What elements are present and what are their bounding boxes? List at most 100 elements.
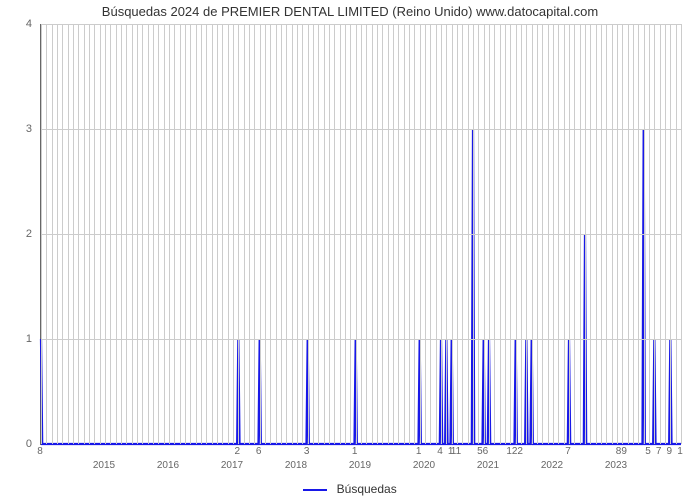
grid-line-v [366, 24, 367, 444]
grid-line-v [62, 24, 63, 444]
x-year-label: 2018 [285, 460, 307, 471]
grid-line-v [286, 24, 287, 444]
grid-line-v [260, 24, 261, 444]
grid-line-v [382, 24, 383, 444]
grid-line-v [254, 24, 255, 444]
x-minor-label: 7 [656, 446, 662, 457]
x-year-label: 2019 [349, 460, 371, 471]
grid-line-v [393, 24, 394, 444]
grid-line-v [153, 24, 154, 444]
x-minor-label: 1 [677, 446, 683, 457]
grid-line-v [276, 24, 277, 444]
x-minor-label: 7 [565, 446, 571, 457]
grid-line-v [510, 24, 511, 444]
grid-line-v [457, 24, 458, 444]
grid-line-v [217, 24, 218, 444]
grid-line-v [345, 24, 346, 444]
grid-line-v [654, 24, 655, 444]
grid-line-v [670, 24, 671, 444]
plot-area [40, 24, 681, 445]
grid-line-v [68, 24, 69, 444]
grid-line-v [212, 24, 213, 444]
grid-line-v [126, 24, 127, 444]
x-minor-label: 6 [256, 446, 262, 457]
grid-line-v [222, 24, 223, 444]
grid-line-v [596, 24, 597, 444]
grid-line-v [409, 24, 410, 444]
x-minor-label: 89 [616, 446, 627, 457]
grid-line-v [361, 24, 362, 444]
grid-line-v [110, 24, 111, 444]
grid-line-v [489, 24, 490, 444]
grid-line-v [569, 24, 570, 444]
grid-line-v [132, 24, 133, 444]
y-tick-label: 0 [0, 438, 32, 450]
grid-line-v [94, 24, 95, 444]
grid-line-v [137, 24, 138, 444]
grid-line-v [606, 24, 607, 444]
grid-line-v [398, 24, 399, 444]
x-minor-label: 4 [437, 446, 443, 457]
grid-line-v [505, 24, 506, 444]
grid-line-v [78, 24, 79, 444]
grid-line-v [238, 24, 239, 444]
x-year-label: 2022 [541, 460, 563, 471]
x-year-label: 2016 [157, 460, 179, 471]
grid-line-v [500, 24, 501, 444]
grid-line-v [164, 24, 165, 444]
grid-line-v [617, 24, 618, 444]
grid-line-v [553, 24, 554, 444]
chart-title: Búsquedas 2024 de PREMIER DENTAL LIMITED… [0, 4, 700, 19]
grid-line-v [537, 24, 538, 444]
grid-line-v [548, 24, 549, 444]
x-year-label: 2023 [605, 460, 627, 471]
grid-line-v [73, 24, 74, 444]
grid-line-v [452, 24, 453, 444]
grid-line-v [601, 24, 602, 444]
y-tick-label: 4 [0, 18, 32, 30]
grid-line-v [542, 24, 543, 444]
grid-line-v [484, 24, 485, 444]
x-minor-label: 1 [416, 446, 422, 457]
grid-line-v [633, 24, 634, 444]
grid-line-v [350, 24, 351, 444]
grid-line-v [478, 24, 479, 444]
grid-line-v [116, 24, 117, 444]
grid-line-v [420, 24, 421, 444]
grid-line-v [462, 24, 463, 444]
grid-line-v [638, 24, 639, 444]
grid-line-v [84, 24, 85, 444]
grid-line-v [558, 24, 559, 444]
grid-line-v [201, 24, 202, 444]
grid-line-v [574, 24, 575, 444]
grid-line-v [100, 24, 101, 444]
grid-line-v [521, 24, 522, 444]
grid-line-v [41, 24, 42, 444]
x-year-label: 2017 [221, 460, 243, 471]
grid-line-v [665, 24, 666, 444]
grid-line-v [180, 24, 181, 444]
grid-line-v [46, 24, 47, 444]
grid-line-v [329, 24, 330, 444]
legend-label: Búsquedas [337, 482, 397, 496]
grid-line-v [169, 24, 170, 444]
x-year-label: 2020 [413, 460, 435, 471]
grid-line-v [468, 24, 469, 444]
grid-line-v [446, 24, 447, 444]
grid-line-v [430, 24, 431, 444]
grid-line-v [580, 24, 581, 444]
grid-line-v [244, 24, 245, 444]
grid-line-v [628, 24, 629, 444]
grid-line-v [142, 24, 143, 444]
x-minor-label: 3 [304, 446, 310, 457]
x-minor-label: 1 [352, 446, 358, 457]
chart-container: Búsquedas 2024 de PREMIER DENTAL LIMITED… [0, 0, 700, 500]
grid-line-v [532, 24, 533, 444]
grid-line-v [270, 24, 271, 444]
grid-line-v [612, 24, 613, 444]
grid-line-v [660, 24, 661, 444]
grid-line-v [121, 24, 122, 444]
grid-line-v [174, 24, 175, 444]
grid-line-v [249, 24, 250, 444]
grid-line-v [473, 24, 474, 444]
